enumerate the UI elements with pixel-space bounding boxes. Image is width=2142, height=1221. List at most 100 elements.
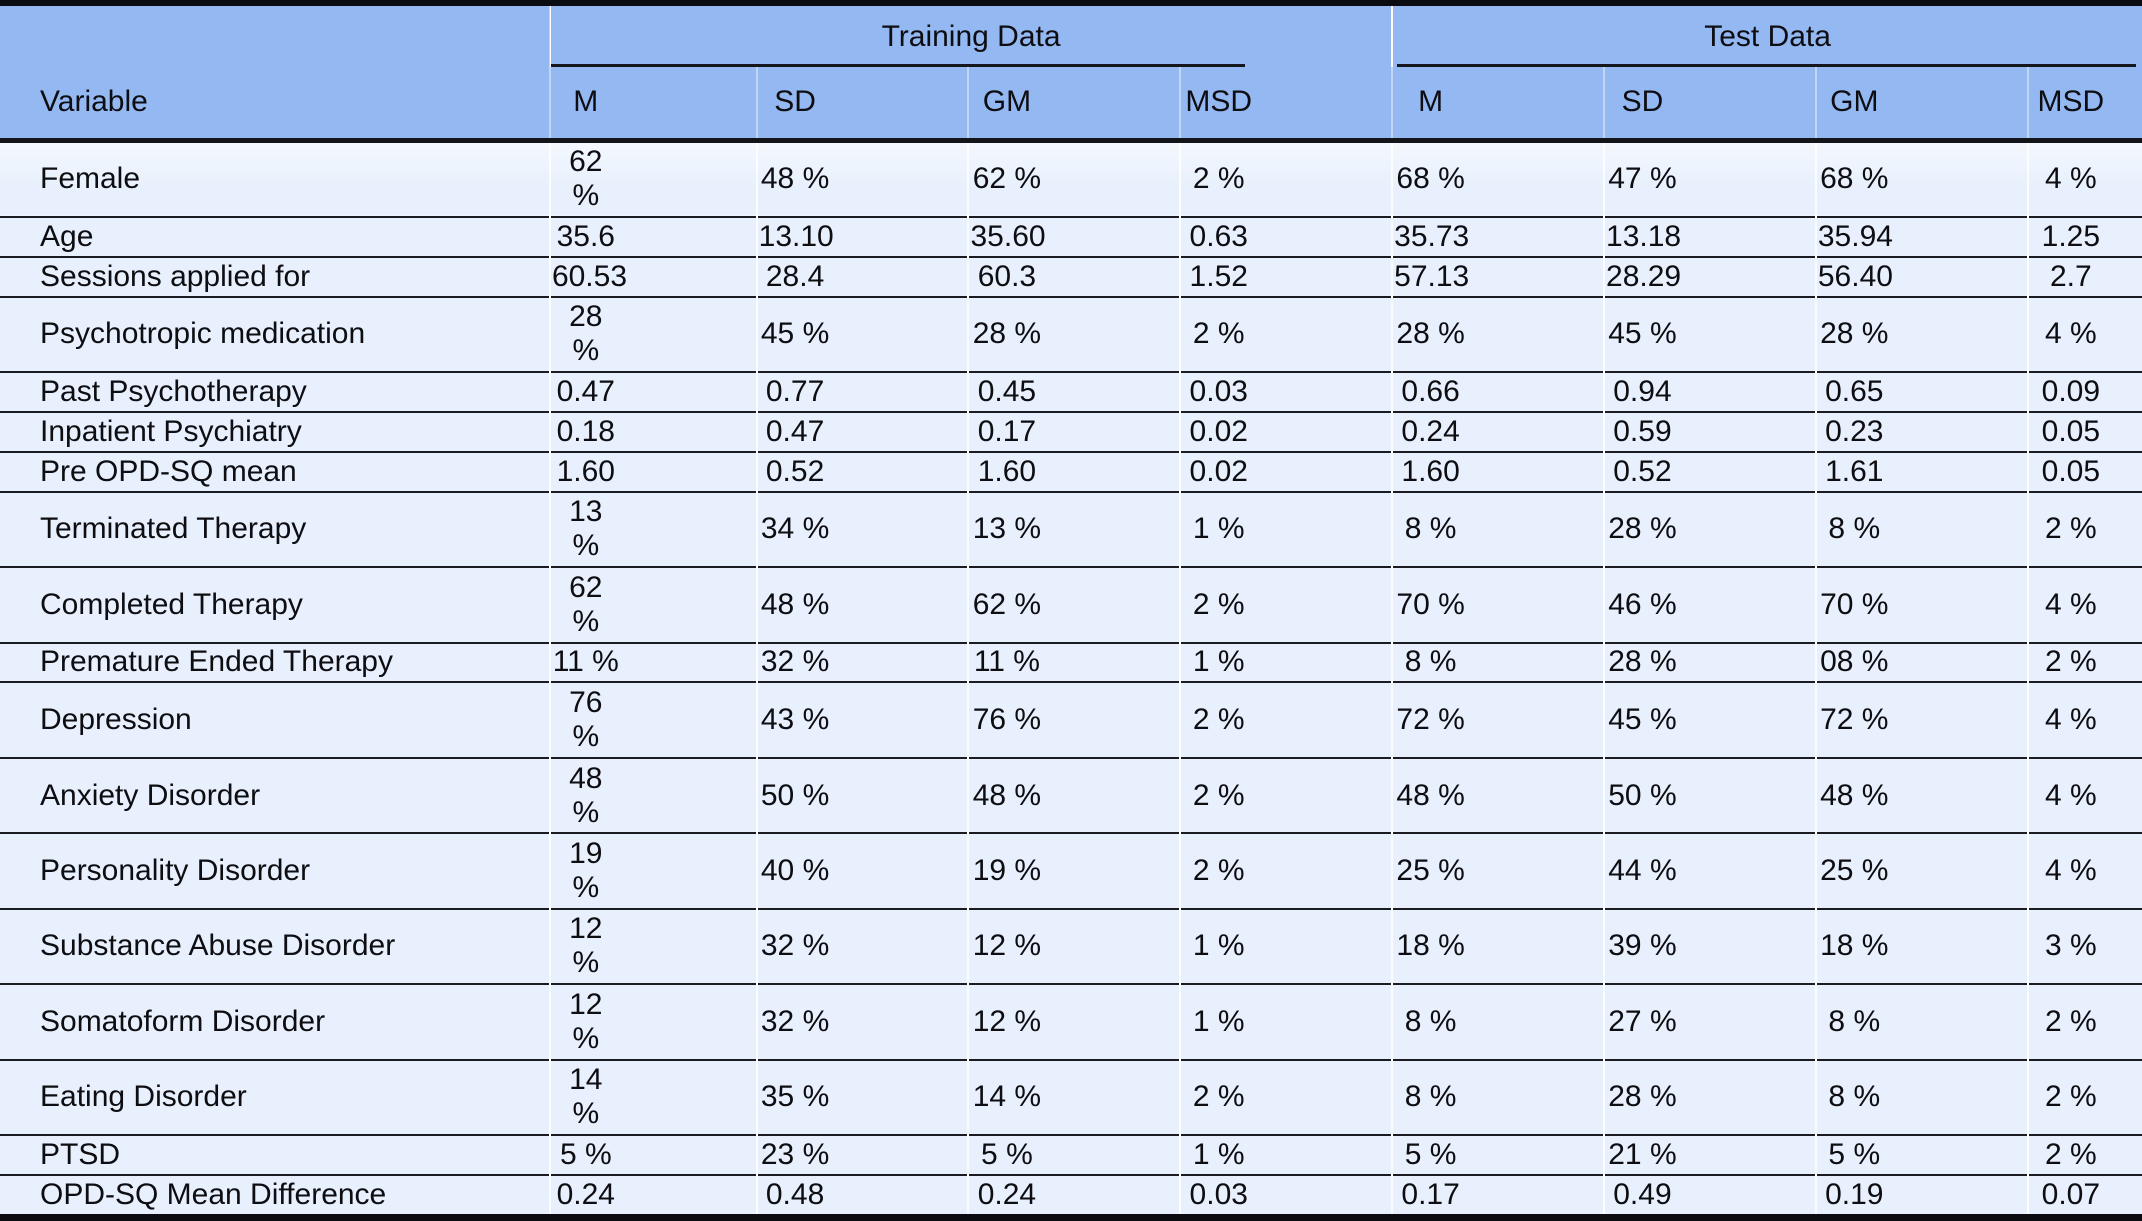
test-cell-m: 8 % <box>1391 641 1605 683</box>
test-cell-gm: 35.94 <box>1814 216 2028 257</box>
training-cell-msd: 2 % <box>1179 1058 1393 1136</box>
test-cell-msd: 3 % <box>2026 907 2142 985</box>
training-cell-msd: 1 % <box>1179 907 1393 985</box>
test-cell-msd: 1.25 <box>2026 216 2142 257</box>
test-cell-m: 8 % <box>1391 1058 1605 1136</box>
training-data-label: Training Data <box>881 19 1061 53</box>
test-cell-gm: 56.40 <box>1814 255 2028 297</box>
training-cell-sd: 28.4 <box>755 255 969 297</box>
test-cell-gm: 18 % <box>1814 907 2028 985</box>
table-row: Psychotropic medication 28 % 45 % 28 % 2… <box>0 295 2142 373</box>
test-cell-m: 72 % <box>1391 681 1605 758</box>
test-msd-header: MSD <box>2026 67 2142 143</box>
variable-cell: Personality Disorder <box>0 832 550 909</box>
training-cell-gm: 12 % <box>967 907 1181 985</box>
test-cell-sd: 0.49 <box>1603 1173 1816 1218</box>
training-cell-m: 12 % <box>548 983 757 1060</box>
training-cell-msd: 2 % <box>1179 140 1393 218</box>
test-cell-m: 70 % <box>1391 566 1605 643</box>
variable-cell: Pre OPD-SQ mean <box>0 450 550 492</box>
test-data-group-header: Test Data <box>1391 3 2142 67</box>
table-row: Personality Disorder 19 % 40 % 19 % 2 % … <box>0 832 2142 909</box>
table-row: Substance Abuse Disorder 12 % 32 % 12 % … <box>0 907 2142 985</box>
training-cell-sd: 13.10 <box>755 216 969 257</box>
test-cell-msd: 4 % <box>2026 681 2142 758</box>
test-cell-m: 5 % <box>1391 1134 1605 1175</box>
training-cell-sd: 0.47 <box>755 410 969 452</box>
table-row: Female 62 % 48 % 62 % 2 % 68 % 47 % 68 %… <box>0 140 2142 218</box>
test-cell-m: 8 % <box>1391 490 1605 568</box>
training-cell-m: 14 % <box>548 1058 757 1136</box>
training-cell-msd: 0.02 <box>1179 410 1393 452</box>
test-cell-gm: 25 % <box>1814 832 2028 909</box>
test-cell-msd: 2 % <box>2026 1134 2142 1175</box>
training-cell-m: 13 % <box>548 490 757 568</box>
training-msd-header: MSD <box>1179 67 1393 143</box>
test-cell-msd: 0.05 <box>2026 450 2142 492</box>
test-cell-msd: 4 % <box>2026 832 2142 909</box>
test-cell-m: 18 % <box>1391 907 1605 985</box>
training-group-underline <box>550 64 1246 67</box>
test-cell-gm: 0.65 <box>1814 371 2028 412</box>
test-cell-gm: 8 % <box>1814 983 2028 1060</box>
training-cell-m: 48 % <box>548 756 757 834</box>
variable-cell: Inpatient Psychiatry <box>0 410 550 452</box>
test-cell-sd: 47 % <box>1603 140 1816 218</box>
training-data-group-header: Training Data <box>548 3 1393 67</box>
training-cell-sd: 40 % <box>755 832 969 909</box>
test-data-label: Test Data <box>1704 19 1831 53</box>
training-cell-m: 12 % <box>548 907 757 985</box>
variable-cell: PTSD <box>0 1134 550 1175</box>
test-cell-gm: 08 % <box>1814 641 2028 683</box>
test-cell-msd: 0.05 <box>2026 410 2142 452</box>
training-cell-gm: 14 % <box>967 1058 1181 1136</box>
table-row: Past Psychotherapy 0.47 0.77 0.45 0.03 0… <box>0 371 2142 412</box>
test-sd-header: SD <box>1603 67 1816 143</box>
table-row: Premature Ended Therapy 11 % 32 % 11 % 1… <box>0 641 2142 683</box>
training-cell-m: 19 % <box>548 832 757 909</box>
test-cell-sd: 13.18 <box>1603 216 1816 257</box>
test-cell-msd: 4 % <box>2026 295 2142 373</box>
table-body: Female 62 % 48 % 62 % 2 % 68 % 47 % 68 %… <box>0 140 2142 1218</box>
group-header-corner <box>0 3 550 67</box>
test-cell-sd: 27 % <box>1603 983 1816 1060</box>
training-cell-gm: 0.24 <box>967 1173 1181 1218</box>
table-row: Inpatient Psychiatry 0.18 0.47 0.17 0.02… <box>0 410 2142 452</box>
test-cell-gm: 5 % <box>1814 1134 2028 1175</box>
training-cell-sd: 43 % <box>755 681 969 758</box>
training-cell-sd: 0.77 <box>755 371 969 412</box>
test-cell-gm: 28 % <box>1814 295 2028 373</box>
training-cell-sd: 50 % <box>755 756 969 834</box>
test-cell-sd: 0.59 <box>1603 410 1816 452</box>
test-m-header: M <box>1391 67 1605 143</box>
test-cell-m: 0.24 <box>1391 410 1605 452</box>
test-cell-sd: 0.94 <box>1603 371 1816 412</box>
test-cell-msd: 2 % <box>2026 641 2142 683</box>
variable-cell: OPD-SQ Mean Difference <box>0 1173 550 1218</box>
column-header-row: Variable M SD GM MSD M SD GM MSD <box>0 67 2142 143</box>
variable-cell: Female <box>0 140 550 218</box>
table-row: Sessions applied for 60.53 28.4 60.3 1.5… <box>0 255 2142 297</box>
variable-column-header: Variable <box>0 67 550 143</box>
training-cell-msd: 2 % <box>1179 295 1393 373</box>
test-cell-gm: 8 % <box>1814 490 2028 568</box>
training-cell-msd: 0.02 <box>1179 450 1393 492</box>
training-cell-gm: 62 % <box>967 140 1181 218</box>
test-cell-sd: 45 % <box>1603 295 1816 373</box>
test-cell-m: 0.66 <box>1391 371 1605 412</box>
test-cell-m: 25 % <box>1391 832 1605 909</box>
training-cell-msd: 2 % <box>1179 756 1393 834</box>
test-cell-m: 28 % <box>1391 295 1605 373</box>
training-cell-gm: 60.3 <box>967 255 1181 297</box>
training-cell-msd: 1 % <box>1179 641 1393 683</box>
test-cell-msd: 0.07 <box>2026 1173 2142 1218</box>
table-row: Anxiety Disorder 48 % 50 % 48 % 2 % 48 %… <box>0 756 2142 834</box>
table-row: Completed Therapy 62 % 48 % 62 % 2 % 70 … <box>0 566 2142 643</box>
training-cell-msd: 1 % <box>1179 983 1393 1060</box>
test-cell-msd: 2.7 <box>2026 255 2142 297</box>
test-cell-sd: 28 % <box>1603 490 1816 568</box>
test-cell-m: 8 % <box>1391 983 1605 1060</box>
training-cell-sd: 0.52 <box>755 450 969 492</box>
table-row: Somatoform Disorder 12 % 32 % 12 % 1 % 8… <box>0 983 2142 1060</box>
test-cell-msd: 2 % <box>2026 983 2142 1060</box>
